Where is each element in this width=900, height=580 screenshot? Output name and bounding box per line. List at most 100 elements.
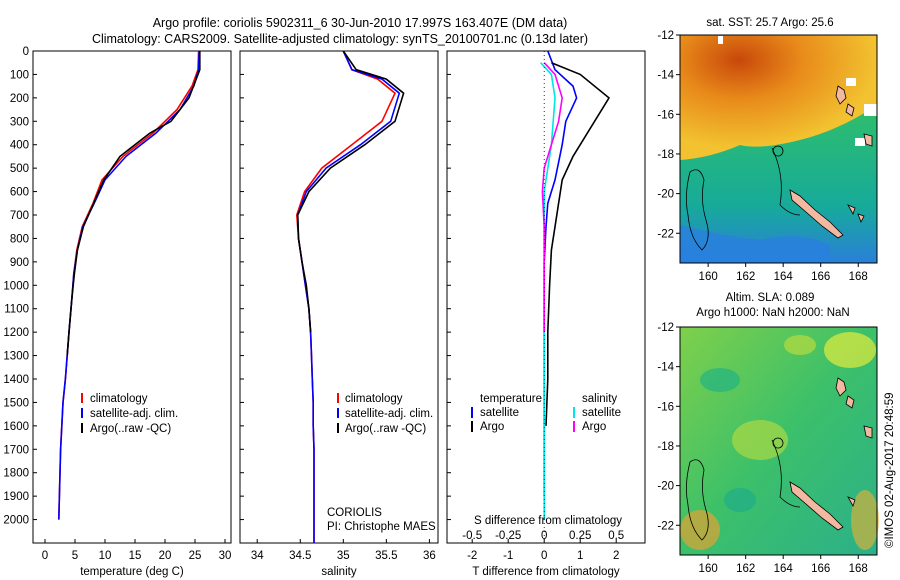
x-tick-label: 2 bbox=[613, 550, 619, 562]
map-x-tick-label: 166 bbox=[811, 563, 830, 575]
x-tick-label: -1 bbox=[503, 550, 513, 562]
depth-axis-ticks: 0 100 200 300 400 500 600 700 800 900 1000 1100 1200… bbox=[3, 46, 451, 527]
series-line-t-satellite bbox=[543, 51, 578, 497]
sla-map-frame bbox=[679, 326, 878, 556]
map-y-tick-label: -20 bbox=[657, 189, 674, 201]
y-tick-label: 2000 bbox=[3, 515, 29, 527]
sst-map bbox=[679, 34, 878, 264]
top-tick-label: 0.25 bbox=[569, 530, 591, 542]
x-tick-label: 34.5 bbox=[289, 550, 311, 562]
legend-temperature-header: temperature bbox=[480, 393, 542, 405]
map-x-tick-label: 168 bbox=[849, 563, 868, 575]
series-line-s-satellite bbox=[540, 62, 556, 520]
temperature-legend: climatology satellite-adj. clim. Argo(..… bbox=[81, 393, 178, 435]
series-line-climatology bbox=[295, 51, 396, 543]
series-line-climatology bbox=[58, 51, 200, 520]
difference-top-label: S difference from climatology bbox=[474, 515, 622, 527]
y-tick-label: 400 bbox=[10, 140, 29, 152]
temperature-axes bbox=[32, 50, 232, 544]
difference-x-ticks: -2 -1 0 1 2 bbox=[467, 539, 619, 562]
y-tick-label: 1000 bbox=[3, 280, 29, 292]
sst-field-cold bbox=[680, 225, 830, 263]
difference-legend: temperature salinity satellite Argo sate… bbox=[471, 393, 621, 433]
loyalty-island bbox=[847, 496, 856, 507]
salinity-lines bbox=[295, 51, 405, 543]
difference-xlabel: T difference from climatology bbox=[472, 566, 619, 578]
y-tick-label: 1300 bbox=[3, 351, 29, 363]
map-x-tick-label: 162 bbox=[736, 563, 755, 575]
new-caledonia-island bbox=[789, 481, 844, 531]
legend-sat-label: satellite-adj. clim. bbox=[345, 408, 433, 420]
map-x-tick-label: 164 bbox=[774, 271, 794, 283]
coastline-reef bbox=[771, 147, 801, 216]
legend-clim-label: climatology bbox=[345, 393, 403, 405]
sst-missing-cell bbox=[855, 138, 865, 146]
coastline-chesterfield bbox=[686, 459, 709, 541]
y-tick-label: 100 bbox=[10, 69, 29, 81]
y-tick-label: 600 bbox=[10, 187, 29, 199]
difference-lines bbox=[540, 51, 611, 543]
top-tick-label: 0.5 bbox=[608, 530, 624, 542]
argo-position-marker bbox=[772, 437, 784, 449]
y-tick-label: 800 bbox=[10, 233, 29, 245]
x-tick-label: 5 bbox=[72, 550, 78, 562]
sla-map-title-2: Argo h1000: NaN h2000: NaN bbox=[696, 307, 849, 319]
x-tick-label: 0 bbox=[541, 550, 547, 562]
title-line-2: Climatology: CARS2009. Satellite-adjuste… bbox=[92, 32, 588, 46]
map-y-tick-label: -18 bbox=[657, 149, 674, 161]
series-line-satellite-adj-clim- bbox=[296, 51, 401, 543]
map-x-tick-label: 160 bbox=[699, 271, 718, 283]
map-y-tick-label: -14 bbox=[657, 362, 674, 374]
coastline-chesterfield bbox=[686, 169, 709, 251]
y-tick-label: 1700 bbox=[3, 444, 29, 456]
new-caledonia-island bbox=[789, 189, 844, 239]
difference-axes bbox=[446, 50, 646, 544]
sla-anomaly-low bbox=[700, 368, 740, 392]
x-tick-label: -2 bbox=[467, 550, 477, 562]
x-tick-label: 34 bbox=[251, 550, 264, 562]
map-y-tick-label: -14 bbox=[657, 70, 674, 82]
y-tick-label: 1900 bbox=[3, 491, 29, 503]
x-tick-label: 35 bbox=[337, 550, 350, 562]
vanuatu-island bbox=[863, 425, 873, 439]
top-tick-label: -0.25 bbox=[495, 530, 521, 542]
vanuatu-island bbox=[845, 103, 855, 117]
sla-anomaly-high bbox=[784, 335, 816, 355]
y-tick-label: 1800 bbox=[3, 468, 29, 480]
salinity-xlabel: salinity bbox=[321, 566, 356, 578]
sla-anomaly-high bbox=[732, 420, 788, 460]
temperature-lines bbox=[58, 51, 201, 520]
vanuatu-island bbox=[835, 85, 847, 105]
map-y-tick-label: -22 bbox=[657, 520, 674, 532]
legend-t-argo-label: Argo bbox=[480, 421, 504, 433]
sla-anomaly-high bbox=[824, 332, 876, 368]
y-tick-label: 1400 bbox=[3, 374, 29, 386]
temperature-x-ticks: 0 5 10 15 20 25 30 bbox=[42, 539, 232, 562]
annotation-pi: PI: Christophe MAES bbox=[327, 521, 436, 533]
y-tick-label: 700 bbox=[10, 210, 29, 222]
series-line-s-argo bbox=[541, 62, 564, 333]
salinity-x-ticks: 34 34.5 35 35.5 36 bbox=[251, 539, 436, 562]
x-tick-label: 25 bbox=[189, 550, 202, 562]
top-tick-label: -0.5 bbox=[462, 530, 482, 542]
x-tick-label: 0 bbox=[42, 550, 48, 562]
series-line-argo-raw-qc- bbox=[66, 51, 201, 356]
title-line-1: Argo profile: coriolis 5902311_6 30-Jun-… bbox=[153, 16, 568, 30]
sla-anomaly-max bbox=[680, 510, 720, 550]
sst-missing-cell bbox=[846, 78, 856, 86]
x-tick-label: 15 bbox=[129, 550, 142, 562]
map-x-tick-label: 168 bbox=[849, 271, 868, 283]
map-y-tick-label: -20 bbox=[657, 481, 674, 493]
map-x-tick-label: 166 bbox=[811, 271, 830, 283]
x-tick-label: 30 bbox=[219, 550, 232, 562]
legend-s-argo-label: Argo bbox=[582, 421, 606, 433]
loyalty-island bbox=[847, 204, 856, 215]
sst-missing-cell bbox=[718, 36, 723, 44]
difference-top-ticks: -0.5 -0.25 0 0.25 0.5 bbox=[462, 530, 624, 542]
sst-field-warm bbox=[680, 35, 877, 160]
temperature-xlabel: temperature (deg C) bbox=[80, 566, 184, 578]
map-x-tick-label: 164 bbox=[774, 563, 794, 575]
legend-argo-label: Argo(..raw -QC) bbox=[345, 423, 426, 435]
salinity-axes bbox=[239, 50, 439, 544]
sla-map-title-1: Altim. SLA: 0.089 bbox=[726, 292, 815, 304]
